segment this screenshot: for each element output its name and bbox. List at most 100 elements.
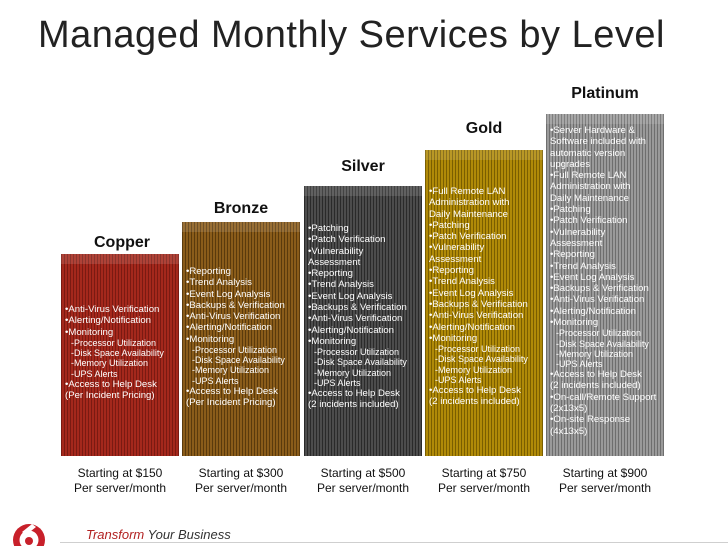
tier-column-silver: •Patching •Patch Verification •Vulnerabili…: [304, 186, 422, 456]
feature-list: •Server Hardware & Software included with…: [550, 125, 661, 437]
feature-subitem: -UPS Alerts: [556, 358, 603, 369]
feature-item: •Reporting: [186, 266, 231, 277]
tier-name-silver: Silver: [341, 158, 385, 175]
feature-item: •On-call/Remote Support: [550, 391, 657, 403]
feature-item: •Full Remote LAN: [429, 186, 506, 197]
feature-item: •Patching: [429, 219, 470, 231]
feature-item: •Backups & Verification: [550, 283, 649, 295]
feature-item: •Trend Analysis: [429, 276, 495, 288]
feature-item: (2 incidents included): [550, 380, 641, 392]
tier-name-platinum: Platinum: [571, 85, 639, 102]
tier-name-gold: Gold: [465, 120, 503, 137]
feature-item: •Vulnerability: [429, 242, 485, 254]
feature-item: •Anti-Virus Verification: [429, 310, 524, 322]
feature-item: (Per Incident Pricing): [186, 397, 276, 409]
feature-item: •Monitoring: [186, 333, 235, 345]
price-unit: Per server/month: [194, 481, 288, 495]
feature-item: Assessment: [550, 237, 603, 249]
feature-item: Assessment: [308, 256, 361, 268]
price-silver: Starting at $500 Per server/month: [304, 466, 422, 496]
feature-item: •Access to Help Desk: [65, 378, 157, 390]
page-title: Managed Monthly Services by Level: [38, 14, 665, 56]
feature-item: •Event Log Analysis: [550, 271, 635, 283]
footer-divider: [60, 542, 728, 543]
feature-item: •Reporting: [550, 249, 595, 261]
feature-item: •Patch Verification: [308, 234, 386, 246]
feature-item: •Anti-Virus Verification: [186, 311, 281, 323]
feature-item: •Monitoring: [429, 332, 478, 344]
feature-item: •Reporting: [429, 265, 474, 277]
feature-subitem: -Memory Utilization: [556, 348, 634, 359]
feature-list: •Patching •Patch Verification •Vulnerabili…: [308, 223, 419, 411]
feature-item: •Patching: [550, 204, 591, 216]
feature-item: •Backups & Verification: [308, 302, 407, 314]
tier-name-copper: Copper: [94, 234, 150, 251]
feature-item: Assessment: [429, 253, 482, 265]
feature-list: •Reporting •Trend Analysis •Event Log Anal…: [186, 266, 297, 408]
feature-subitem: -Processor Utilization: [314, 347, 400, 358]
price-platinum: Starting at $900 Per server/month: [546, 466, 664, 496]
feature-item: •Access to Help Desk: [429, 384, 521, 396]
feature-subitem: -Disk Space Availability: [556, 338, 649, 349]
price-starting: Starting at $300: [198, 466, 284, 480]
feature-subitem: -Processor Utilization: [556, 328, 642, 339]
feature-item: •Patch Verification: [550, 215, 628, 227]
feature-item: upgrades: [550, 158, 591, 170]
feature-item: (Per Incident Pricing): [65, 390, 155, 401]
feature-item: •Anti-Virus Verification: [65, 304, 160, 315]
tagline-emphasis: Transform: [86, 527, 145, 542]
feature-item: Daily Maintenance: [429, 208, 508, 220]
feature-item: •Backups & Verification: [429, 298, 528, 310]
feature-subitem: -UPS Alerts: [314, 377, 361, 388]
feature-subitem: -Processor Utilization: [435, 344, 521, 355]
feature-item: •Event Log Analysis: [186, 288, 271, 300]
tier-column-copper: •Anti-Virus Verification •Alerting/Notifi…: [61, 254, 179, 456]
column-top-band: [182, 222, 300, 232]
feature-item: •Vulnerability: [550, 226, 606, 238]
feature-subitem: -Disk Space Availability: [435, 354, 528, 365]
feature-list: •Anti-Virus Verification •Alerting/Notifi…: [65, 304, 176, 401]
feature-item: •Monitoring: [65, 326, 114, 338]
feature-item: (2 incidents included): [308, 399, 399, 411]
price-unit: Per server/month: [437, 481, 531, 495]
price-starting: Starting at $750: [441, 466, 527, 480]
feature-item: automatic version: [550, 147, 626, 159]
feature-item: Administration with: [429, 197, 510, 209]
feature-item: •On-site Response: [550, 414, 631, 426]
feature-subitem: -UPS Alerts: [435, 374, 482, 385]
feature-item: •Backups & Verification: [186, 299, 285, 311]
feature-subitem: -UPS Alerts: [71, 368, 118, 379]
feature-list: •Full Remote LAN Administration with Daily…: [429, 186, 540, 408]
feature-item: •Trend Analysis: [186, 277, 252, 289]
feature-subitem: -Processor Utilization: [71, 337, 157, 348]
feature-item: •Alerting/Notification: [550, 305, 637, 317]
price-starting: Starting at $500: [320, 466, 406, 480]
feature-subitem: -Disk Space Availability: [192, 355, 285, 366]
tier-column-bronze: •Reporting •Trend Analysis •Event Log Anal…: [182, 222, 300, 456]
column-top-band: [61, 254, 179, 264]
feature-item: Software included with: [550, 136, 646, 148]
feature-item: (4x13x5): [550, 425, 588, 437]
feature-item: •Vulnerability: [308, 245, 364, 257]
feature-item: (2 incidents included): [429, 396, 520, 408]
tagline: Transform Your Business: [86, 527, 231, 542]
feature-item: •Anti-Virus Verification: [550, 294, 645, 306]
feature-item: •Alerting/Notification: [65, 315, 152, 327]
feature-subitem: -UPS Alerts: [192, 375, 239, 386]
feature-item: •Patching: [308, 223, 349, 234]
tagline-rest: Your Business: [144, 527, 231, 542]
feature-item: •Event Log Analysis: [429, 287, 514, 299]
feature-item: •Full Remote LAN: [550, 170, 627, 182]
feature-subitem: -Memory Utilization: [435, 364, 513, 375]
logo-6-icon: [13, 524, 45, 546]
feature-item: •Trend Analysis: [308, 279, 374, 291]
feature-item: •Alerting/Notification: [308, 324, 395, 336]
price-copper: Starting at $150 Per server/month: [61, 466, 179, 496]
price-starting: Starting at $900: [562, 466, 648, 480]
tier-column-gold: •Full Remote LAN Administration with Daily…: [425, 150, 543, 456]
feature-item: •Reporting: [308, 268, 353, 280]
feature-subitem: -Disk Space Availability: [71, 348, 164, 359]
column-top-band: [304, 186, 422, 196]
feature-item: •Alerting/Notification: [186, 322, 273, 334]
feature-item: •Monitoring: [550, 317, 599, 329]
